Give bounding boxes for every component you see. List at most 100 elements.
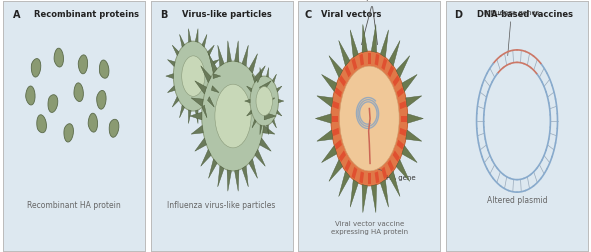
Polygon shape [335,140,342,150]
Polygon shape [389,171,400,197]
Polygon shape [54,48,63,67]
Polygon shape [260,125,262,135]
Circle shape [202,61,264,171]
Polygon shape [402,74,417,91]
Polygon shape [381,58,387,70]
Polygon shape [242,45,248,66]
Polygon shape [167,86,175,92]
Polygon shape [259,138,271,151]
Circle shape [331,51,408,186]
Text: HA gene: HA gene [374,167,416,181]
Polygon shape [99,60,109,78]
Polygon shape [252,74,256,83]
Polygon shape [88,113,98,132]
Polygon shape [339,150,346,162]
Polygon shape [201,149,211,166]
Polygon shape [191,98,203,107]
Polygon shape [381,167,387,179]
Text: Virus-like particles: Virus-like particles [182,10,272,19]
Polygon shape [74,83,83,102]
Polygon shape [352,58,358,70]
Text: D: D [454,10,463,20]
Polygon shape [397,87,404,98]
Polygon shape [272,119,277,128]
Polygon shape [78,55,87,74]
Text: Influenza virus-like particles: Influenza virus-like particles [167,201,276,210]
Polygon shape [359,171,364,183]
Polygon shape [375,171,379,183]
Polygon shape [172,97,179,107]
Polygon shape [388,65,394,77]
Polygon shape [335,87,342,98]
Polygon shape [329,56,343,77]
Polygon shape [212,60,219,67]
Polygon shape [26,86,35,105]
Polygon shape [345,160,351,172]
Polygon shape [352,167,358,179]
Polygon shape [362,24,368,52]
Polygon shape [242,166,248,187]
Polygon shape [207,97,215,107]
Polygon shape [263,125,275,134]
Polygon shape [339,171,350,197]
Polygon shape [317,96,333,107]
Circle shape [339,66,399,171]
Polygon shape [359,54,364,66]
Polygon shape [368,53,371,64]
Polygon shape [213,74,220,79]
Polygon shape [371,185,376,213]
Polygon shape [345,65,351,77]
Polygon shape [189,110,191,123]
Polygon shape [401,115,407,121]
Polygon shape [195,138,206,151]
Text: C: C [304,10,311,20]
Polygon shape [189,29,191,42]
Polygon shape [202,105,207,118]
Polygon shape [406,130,422,141]
Polygon shape [388,160,394,172]
Polygon shape [392,150,400,162]
Polygon shape [277,110,282,116]
Polygon shape [267,68,269,77]
Polygon shape [191,125,203,134]
Polygon shape [172,45,179,56]
Polygon shape [167,60,175,67]
Polygon shape [408,114,423,123]
Polygon shape [196,110,198,123]
Polygon shape [329,160,343,181]
Polygon shape [381,30,388,57]
Polygon shape [180,105,184,118]
Polygon shape [267,125,269,135]
Text: Influenza genes: Influenza genes [483,10,539,56]
Polygon shape [166,74,173,79]
Circle shape [173,41,213,111]
Polygon shape [217,45,224,66]
Polygon shape [260,68,262,77]
Polygon shape [259,81,271,94]
Polygon shape [48,95,58,112]
Polygon shape [249,159,258,178]
Polygon shape [278,99,284,103]
Polygon shape [317,130,333,141]
Polygon shape [217,166,224,187]
Polygon shape [389,41,400,66]
Polygon shape [381,180,388,207]
Polygon shape [263,98,275,107]
Polygon shape [209,54,217,73]
Polygon shape [402,146,417,163]
Polygon shape [180,34,184,47]
Circle shape [181,56,205,96]
Text: DNA-based vaccines: DNA-based vaccines [478,10,573,19]
Polygon shape [350,30,358,57]
Polygon shape [368,173,371,184]
Polygon shape [332,128,339,136]
Polygon shape [272,74,277,83]
Polygon shape [235,170,239,191]
Polygon shape [196,29,198,42]
Polygon shape [227,41,232,62]
Polygon shape [201,66,211,83]
Polygon shape [277,86,282,92]
Polygon shape [316,114,331,123]
Polygon shape [190,112,202,120]
Text: Viral vector vaccine
expressing HA protein: Viral vector vaccine expressing HA prote… [331,221,408,235]
